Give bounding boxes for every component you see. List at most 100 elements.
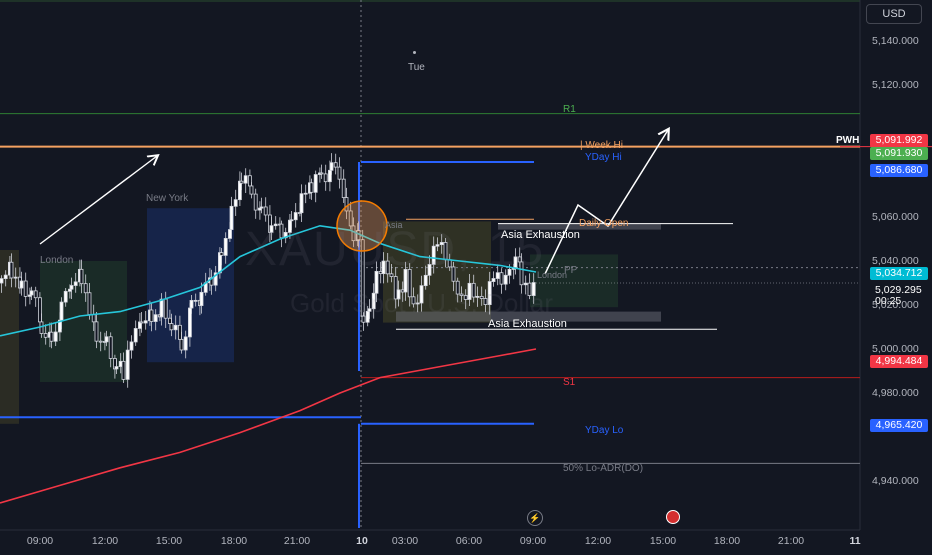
candle-body-75 xyxy=(253,193,258,211)
candle-body-48 xyxy=(163,298,168,319)
ema-fast-line xyxy=(0,224,537,337)
price-tag: 5,034.712 xyxy=(870,266,928,280)
price-axis-label: 5,040.000 xyxy=(872,255,919,267)
candle-body-77 xyxy=(259,206,264,209)
candle-body-137 xyxy=(471,282,476,298)
candle-body-3 xyxy=(9,261,14,279)
candle-body-134 xyxy=(459,293,464,296)
current-price-label: 5,029.295 xyxy=(875,284,922,296)
candle-body-132 xyxy=(451,266,456,282)
candle-body-36 xyxy=(121,360,126,380)
countdown-label: 00:25 xyxy=(875,295,902,307)
asia-exhaustion-top-label[interactable]: Asia Exhaustion xyxy=(501,229,580,241)
candle-body-86 xyxy=(289,219,294,222)
candle-body-50 xyxy=(169,323,174,331)
time-axis-label: 06:00 xyxy=(455,535,483,547)
candle-body-63 xyxy=(213,272,218,286)
candle-body-123 xyxy=(415,302,420,305)
time-axis-label: 10 xyxy=(356,535,368,547)
price-axis-label: 4,980.000 xyxy=(872,387,919,399)
candle-body-31 xyxy=(104,336,109,343)
candle-body-52 xyxy=(177,324,182,340)
price-axis-label: 5,140.000 xyxy=(872,35,919,47)
candle-body-112 xyxy=(374,270,379,294)
candle-body-29 xyxy=(98,340,103,343)
candle-body-99 xyxy=(333,162,338,168)
candle-body-133 xyxy=(455,280,460,295)
candle-body-38 xyxy=(129,341,134,351)
candle-body-101 xyxy=(341,178,346,198)
time-axis-label: 15:00 xyxy=(649,535,677,547)
currency-button[interactable]: USD xyxy=(866,4,922,24)
time-axis-label: 18:00 xyxy=(713,535,741,547)
candle-body-89 xyxy=(299,193,304,214)
candle-body-126 xyxy=(427,263,432,276)
price-tag: 4,994.484 xyxy=(870,355,928,369)
symbol-watermark: XAUUSD, 15 xyxy=(245,223,546,276)
candle-body-93 xyxy=(313,174,318,193)
price-tag: 4,965.420 xyxy=(870,419,928,433)
candle-body-122 xyxy=(411,296,416,305)
candle-body-45 xyxy=(153,314,158,322)
level-label-yday-hi: YDay Hi xyxy=(585,152,622,163)
time-axis-label: 12:00 xyxy=(91,535,119,547)
price-axis-label: 5,020.000 xyxy=(872,299,919,311)
candle-body-4 xyxy=(13,276,18,279)
candle-body-87 xyxy=(293,212,298,221)
candle-body-26 xyxy=(87,292,92,316)
asia-exhaustion-top-zone xyxy=(498,223,661,230)
candle-body-70 xyxy=(237,180,242,201)
candle-body-32 xyxy=(108,336,113,359)
candle-body-116 xyxy=(389,273,394,277)
price-axis-label: 5,000.000 xyxy=(872,343,919,355)
session-box-asia-1 xyxy=(0,250,19,424)
candle-body-142 xyxy=(491,278,496,282)
candle-body-121 xyxy=(407,269,412,298)
candle-body-59 xyxy=(199,291,204,306)
candle-body-1 xyxy=(3,274,8,280)
price-axis-label: 5,120.000 xyxy=(872,79,919,91)
candle-body-97 xyxy=(327,169,332,183)
session-box-new-york xyxy=(147,208,234,363)
time-axis-label: 09:00 xyxy=(519,535,547,547)
candle-body-120 xyxy=(403,269,408,293)
candle-body-16 xyxy=(53,331,58,342)
candle-body-9 xyxy=(29,290,34,296)
candle-body-6 xyxy=(19,280,24,289)
time-axis-label: 03:00 xyxy=(391,535,419,547)
level-label-week-hi: | Week Hi xyxy=(580,140,623,151)
us-flag-icon[interactable] xyxy=(666,510,680,524)
candle-body-143 xyxy=(495,272,500,279)
candle-body-39 xyxy=(133,328,138,343)
candle-body-37 xyxy=(125,349,130,380)
candle-body-102 xyxy=(344,197,349,212)
level-label-yday-lo: YDay Lo xyxy=(585,425,624,436)
asia-exhaustion-bottom-zone xyxy=(396,311,661,322)
price-tag: 5,091.992 xyxy=(870,133,928,147)
candle-body-124 xyxy=(419,285,424,304)
level-label-pp: PP xyxy=(564,265,578,276)
time-axis-label: 12:00 xyxy=(584,535,612,547)
candle-body-21 xyxy=(69,285,74,290)
candle-body-67 xyxy=(227,229,232,239)
candle-body-144 xyxy=(499,272,504,285)
bullish-arrow-left xyxy=(39,156,157,245)
price-tag: 5,086.680 xyxy=(870,164,928,178)
time-axis-label: 18:00 xyxy=(220,535,248,547)
asia-exhaustion-bottom-label[interactable]: Asia Exhaustion xyxy=(488,318,567,330)
candle-body-66 xyxy=(223,238,228,256)
time-axis-label: 15:00 xyxy=(155,535,183,547)
candle-body-129 xyxy=(439,242,444,246)
candle-body-115 xyxy=(385,260,390,275)
candle-body-44 xyxy=(149,309,154,322)
candle-body-146 xyxy=(507,268,512,276)
lightning-icon[interactable]: ⚡ xyxy=(527,510,543,526)
candle-body-72 xyxy=(243,175,248,184)
session-box-asia-2 xyxy=(383,221,491,323)
candle-body-0 xyxy=(0,278,4,284)
candle-body-74 xyxy=(249,185,254,195)
candle-body-80 xyxy=(269,225,274,233)
candle-body-25 xyxy=(83,283,88,294)
